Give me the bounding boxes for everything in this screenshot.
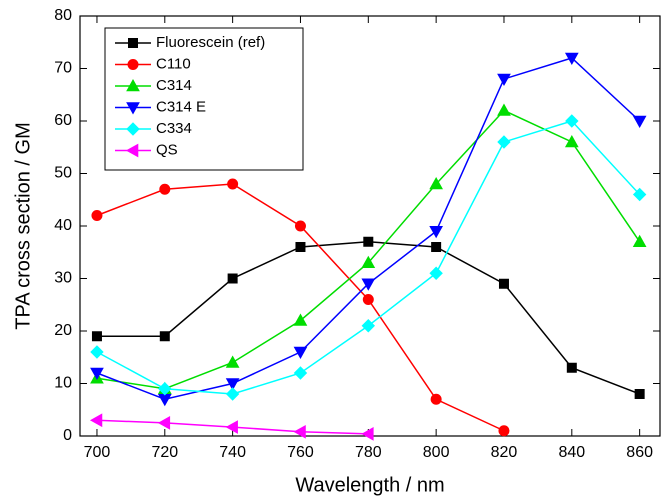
marker [497, 103, 511, 116]
legend: Fluorescein (ref) C110 C314 C314 E C334 QS [104, 27, 304, 171]
marker [128, 38, 138, 48]
marker [363, 236, 374, 247]
y-tick-label: 70 [54, 60, 72, 77]
marker [361, 255, 376, 269]
x-tick-label: 760 [287, 444, 314, 461]
marker [227, 273, 238, 284]
y-tick-label: 80 [54, 7, 72, 24]
marker [429, 225, 443, 239]
marker [293, 313, 308, 326]
marker [498, 425, 510, 437]
marker [225, 387, 240, 401]
marker [125, 143, 139, 158]
marker [225, 420, 238, 434]
y-tick-label: 60 [54, 112, 72, 129]
marker [294, 220, 306, 232]
marker [361, 319, 376, 333]
marker [632, 234, 647, 248]
y-axis-title: TPA cross section / GM [12, 122, 34, 329]
y-tick-label: 10 [54, 375, 72, 392]
marker [564, 52, 579, 66]
x-tick-label: 800 [423, 444, 450, 461]
x-tick-label: 840 [558, 444, 585, 461]
marker [497, 73, 511, 87]
marker [632, 115, 647, 129]
marker [429, 266, 443, 280]
y-tick-label: 50 [54, 165, 72, 182]
legend-label: C314 [156, 77, 192, 94]
y-tick-label: 20 [54, 322, 72, 339]
y-tick-label: 40 [54, 217, 72, 234]
marker [293, 346, 308, 360]
marker [126, 102, 140, 115]
legend-label: C314 E [156, 98, 206, 115]
marker [91, 210, 103, 221]
x-axis-title: Wavelength / nm [295, 474, 444, 496]
marker [361, 278, 376, 291]
x-tick-label: 720 [151, 444, 178, 461]
marker [430, 393, 442, 405]
marker [362, 294, 374, 305]
marker [225, 355, 240, 368]
marker [361, 427, 374, 441]
y-tick-label: 30 [54, 270, 72, 287]
marker [89, 413, 103, 428]
marker [158, 382, 172, 396]
legend-label: C110 [156, 55, 191, 72]
marker [295, 242, 306, 252]
x-tick-label: 740 [219, 444, 246, 461]
marker [497, 135, 511, 149]
marker [566, 362, 577, 373]
marker [565, 114, 579, 128]
x-tick-label: 860 [626, 444, 653, 461]
marker [225, 378, 240, 391]
legend-label: C334 [156, 120, 192, 137]
marker [159, 183, 171, 195]
marker [126, 122, 140, 136]
marker [90, 367, 104, 381]
marker [293, 366, 308, 380]
marker [293, 424, 306, 439]
marker [632, 187, 647, 202]
x-tick-label: 700 [84, 444, 111, 461]
marker [159, 331, 170, 342]
marker [157, 416, 171, 430]
x-tick-label: 820 [491, 444, 518, 461]
marker [498, 278, 509, 289]
x-tick-label: 780 [355, 444, 382, 461]
marker [90, 345, 104, 359]
marker [127, 59, 139, 70]
marker [157, 393, 172, 407]
marker [91, 331, 102, 342]
legend-label: Fluorescein (ref) [156, 34, 265, 51]
legend-label: QS [156, 141, 178, 158]
marker [564, 134, 579, 148]
marker [227, 178, 239, 190]
marker [431, 242, 442, 252]
y-tick-label: 0 [63, 427, 72, 444]
marker [126, 78, 140, 92]
marker [634, 389, 645, 399]
marker [429, 176, 443, 190]
